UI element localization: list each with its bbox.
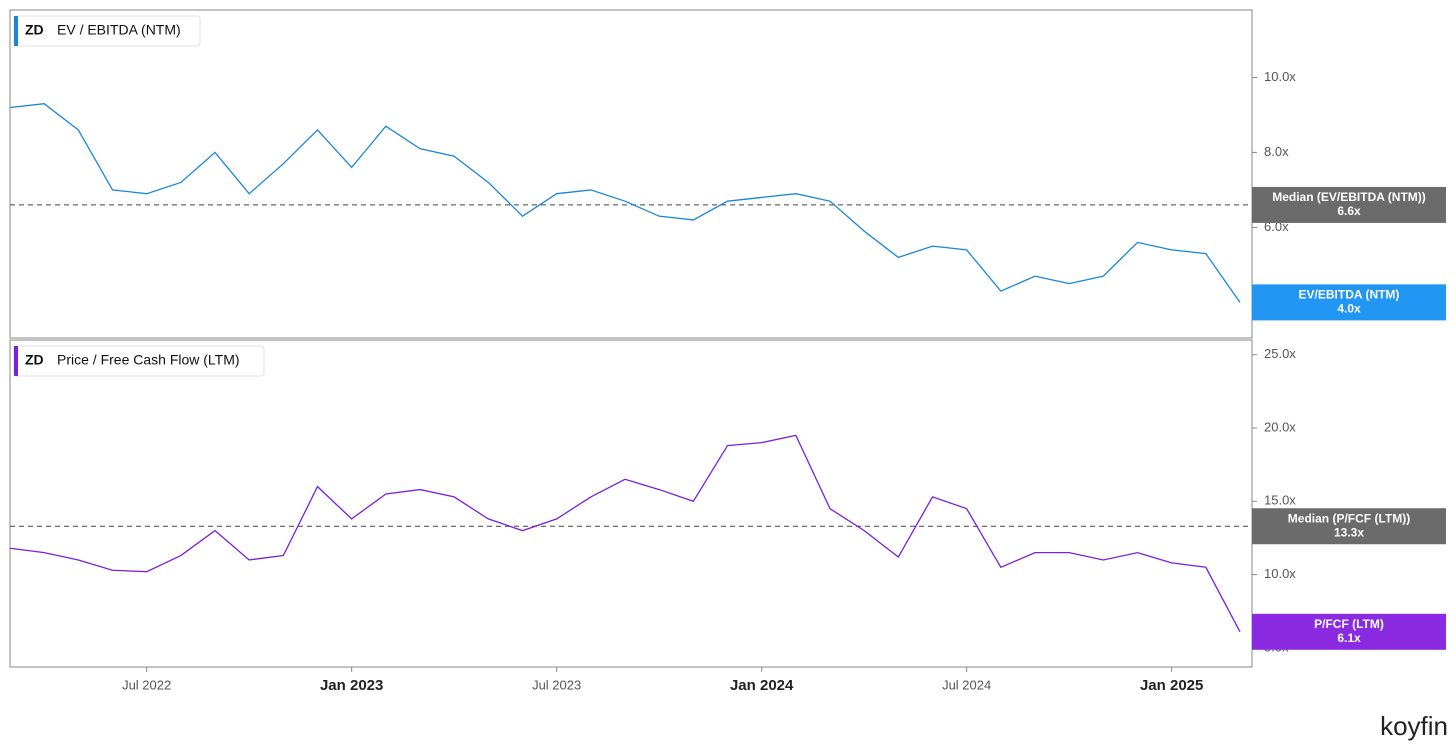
badge-name: P/FCF (LTM): [1314, 617, 1384, 631]
badge-value: 6.1x: [1337, 631, 1361, 645]
y-tick-label: 15.0x: [1264, 493, 1296, 508]
median-value: 13.3x: [1334, 525, 1364, 539]
legend-swatch: [14, 16, 18, 46]
median-badge: [1252, 508, 1446, 545]
x-tick-label: Jan 2024: [730, 677, 794, 694]
panel-frame: [9, 9, 1253, 339]
legend-ticker: ZD: [25, 352, 44, 368]
median-value: 6.6x: [1337, 204, 1361, 218]
x-tick-label: Jan 2025: [1140, 677, 1203, 694]
median-title: Median (EV/EBITDA (NTM)): [1272, 190, 1426, 204]
line: [9, 434, 1241, 633]
x-tick-label: Jan 2023: [320, 677, 383, 694]
legend-title: Price / Free Cash Flow (LTM): [57, 352, 240, 368]
legend-ticker: ZD: [25, 22, 44, 38]
legend-title: EV / EBITDA (NTM): [57, 22, 181, 38]
badge-name: EV/EBITDA (NTM): [1299, 288, 1400, 302]
x-tick-label: Jul 2024: [942, 677, 991, 692]
median-title: Median (P/FCF (LTM)): [1288, 511, 1410, 525]
y-tick-label: 10.0x: [1264, 69, 1296, 84]
last-value-badge: [1252, 284, 1446, 321]
legend-swatch: [14, 346, 18, 376]
x-tick-label: Jul 2022: [122, 677, 171, 692]
line: [9, 103, 1241, 303]
last-value-badge: [1252, 613, 1446, 650]
y-tick-label: 25.0x: [1264, 346, 1296, 361]
panel-frame: [9, 339, 1253, 668]
badge-value: 4.0x: [1337, 302, 1361, 316]
y-tick-label: 8.0x: [1264, 144, 1289, 159]
brand: koyfin: [1380, 711, 1448, 741]
y-tick-label: 20.0x: [1264, 419, 1296, 434]
y-tick-label: 10.0x: [1264, 566, 1296, 581]
x-tick-label: Jul 2023: [532, 677, 581, 692]
median-badge: [1252, 186, 1446, 223]
